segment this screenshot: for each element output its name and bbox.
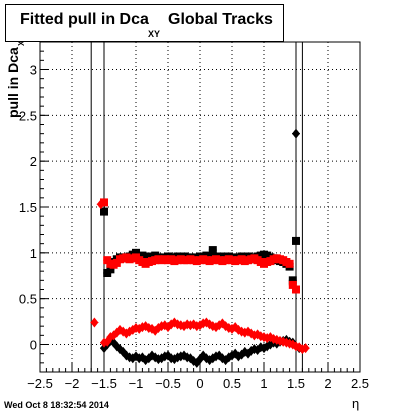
data-point-square [292, 236, 300, 245]
data-point-square [288, 280, 297, 289]
data-point-square [208, 246, 217, 255]
chart-title-box: Fitted pull in Dca XY Global Tracks [5, 4, 284, 42]
x-tick-label: 2 [324, 376, 331, 391]
y-tick-label: 0 [30, 338, 37, 353]
data-point-square [100, 198, 108, 207]
chart-title-subscript: XY [148, 29, 161, 39]
data-point-diamond [90, 317, 99, 328]
chart-title: Fitted pull in Dca [20, 11, 149, 28]
y-tick-label: 1.5 [19, 200, 37, 215]
data-point-diamond [96, 199, 105, 210]
data-point-square [106, 265, 115, 274]
x-tick-label: 0 [196, 376, 203, 391]
y-tick-label: 0.5 [19, 292, 37, 307]
data-point-diamond [292, 128, 300, 139]
x-axis-label: η [352, 396, 359, 411]
chart-title-rest: Global Tracks [168, 11, 273, 28]
data-point-square [285, 259, 294, 268]
x-tick-label: −2.5 [27, 376, 53, 391]
x-tick-label: 1 [260, 376, 267, 391]
data-point-square [100, 207, 108, 216]
x-tick-label: −0.5 [155, 376, 181, 391]
y-axis-label-main: pull in Dca [5, 47, 21, 118]
vertical-lines [90, 42, 303, 372]
x-tick-label: −1.5 [91, 376, 117, 391]
y-tick-label: 1 [30, 246, 37, 261]
x-tick-label: 1.5 [287, 376, 305, 391]
x-tick-label: −1 [129, 376, 144, 391]
data-series [90, 128, 310, 368]
data-point-square [288, 276, 297, 285]
x-tick-label: 2.5 [351, 376, 369, 391]
y-tick-label: 2.5 [19, 108, 37, 123]
y-tick-label: 3 [30, 63, 37, 78]
x-tick-label: 0.5 [223, 376, 241, 391]
x-tick-label: −2 [65, 376, 80, 391]
y-tick-label: 2 [30, 154, 37, 169]
timestamp: Wed Oct 8 18:32:54 2014 [4, 400, 109, 410]
axis-ticks: −2.5 −2 −1.5 −1 −0.5 0 0.5 1 1.5 2 2.5 0 0.5 1 1.5 2 2.5… [19, 41, 369, 391]
data-point-diamond [301, 343, 310, 354]
data-point-square [292, 285, 300, 294]
y-axis-label: pull in Dca XY [5, 35, 26, 118]
